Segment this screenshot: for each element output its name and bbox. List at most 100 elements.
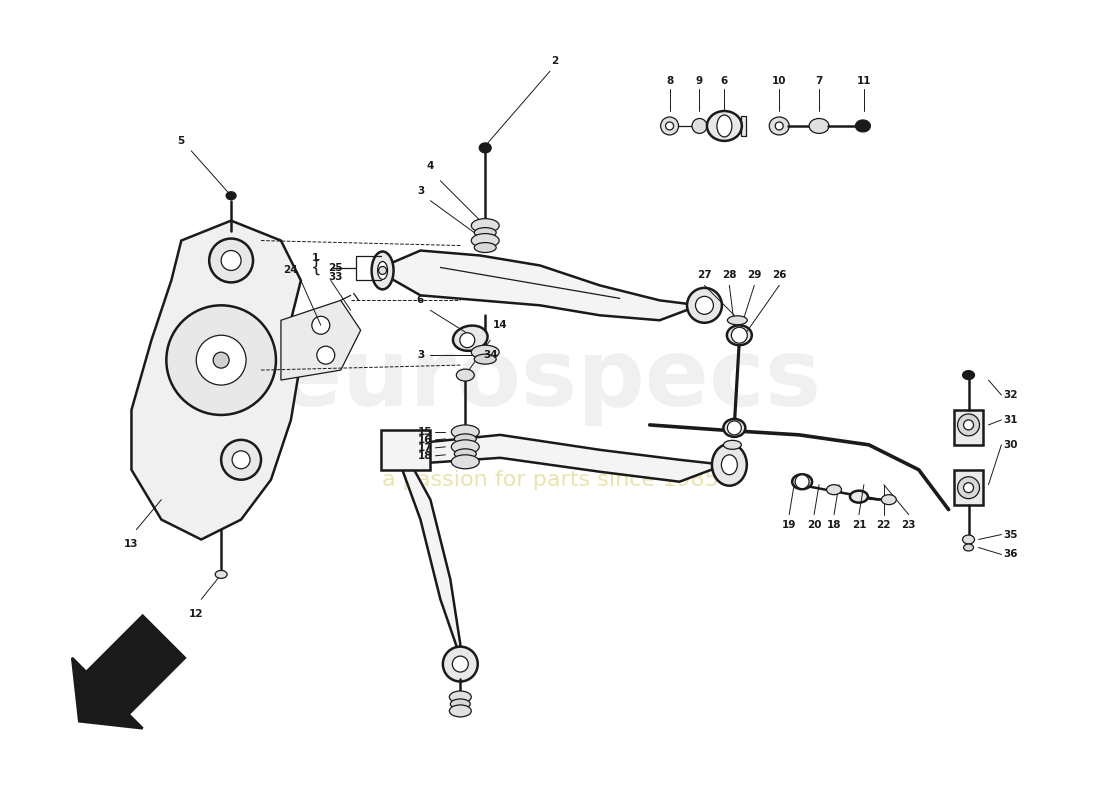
- Polygon shape: [73, 616, 185, 728]
- Text: 36: 36: [1003, 550, 1018, 559]
- Polygon shape: [381, 430, 430, 470]
- Ellipse shape: [471, 345, 499, 359]
- Ellipse shape: [450, 691, 471, 703]
- Text: 6: 6: [720, 76, 728, 86]
- Text: 1: 1: [312, 254, 319, 263]
- Ellipse shape: [964, 482, 974, 493]
- Text: 20: 20: [806, 519, 822, 530]
- Ellipse shape: [480, 143, 492, 153]
- Polygon shape: [386, 250, 700, 320]
- Circle shape: [196, 335, 246, 385]
- Text: 2: 2: [551, 56, 559, 66]
- Ellipse shape: [850, 490, 868, 502]
- Ellipse shape: [826, 485, 842, 494]
- Ellipse shape: [474, 354, 496, 364]
- Ellipse shape: [688, 288, 722, 322]
- Circle shape: [317, 346, 334, 364]
- Text: 14: 14: [493, 320, 507, 330]
- Ellipse shape: [451, 455, 480, 469]
- Ellipse shape: [474, 228, 496, 238]
- Ellipse shape: [456, 369, 474, 381]
- Text: 12: 12: [189, 610, 204, 619]
- Ellipse shape: [450, 705, 471, 717]
- Polygon shape: [954, 410, 983, 445]
- Text: 5: 5: [178, 136, 185, 146]
- Text: 11: 11: [857, 76, 871, 86]
- Ellipse shape: [722, 455, 737, 474]
- Text: 24: 24: [284, 266, 298, 275]
- Circle shape: [232, 451, 250, 469]
- Text: 8: 8: [666, 76, 673, 86]
- Ellipse shape: [810, 118, 829, 134]
- Polygon shape: [954, 470, 983, 505]
- Ellipse shape: [452, 656, 469, 672]
- Text: 7: 7: [815, 76, 823, 86]
- Text: eurospecs: eurospecs: [278, 334, 822, 426]
- Ellipse shape: [964, 420, 974, 430]
- Polygon shape: [132, 221, 301, 539]
- Circle shape: [311, 316, 330, 334]
- Text: 34: 34: [483, 350, 497, 360]
- Circle shape: [727, 421, 741, 435]
- Text: 30: 30: [1003, 440, 1018, 450]
- Circle shape: [221, 440, 261, 480]
- Ellipse shape: [454, 449, 476, 458]
- Text: 16: 16: [418, 435, 432, 445]
- Ellipse shape: [856, 120, 870, 132]
- Ellipse shape: [454, 434, 476, 444]
- Text: 31: 31: [1003, 415, 1018, 425]
- Text: 9: 9: [696, 76, 703, 86]
- Text: 17: 17: [418, 443, 432, 453]
- Text: 15: 15: [418, 427, 432, 437]
- Text: 33: 33: [329, 273, 343, 282]
- Ellipse shape: [962, 370, 975, 379]
- Ellipse shape: [666, 122, 673, 130]
- Ellipse shape: [964, 544, 974, 551]
- Ellipse shape: [451, 440, 480, 454]
- Circle shape: [221, 250, 241, 270]
- Ellipse shape: [378, 266, 386, 274]
- Ellipse shape: [372, 251, 394, 290]
- Text: 3: 3: [417, 350, 425, 360]
- Circle shape: [732, 327, 747, 343]
- Circle shape: [213, 352, 229, 368]
- Ellipse shape: [769, 117, 789, 135]
- Ellipse shape: [377, 262, 387, 279]
- Polygon shape: [400, 445, 460, 657]
- Text: 18: 18: [418, 451, 432, 461]
- Text: 10: 10: [772, 76, 786, 86]
- Text: 25: 25: [329, 263, 343, 274]
- Ellipse shape: [661, 117, 679, 135]
- Circle shape: [795, 474, 810, 489]
- Ellipse shape: [881, 494, 896, 505]
- Text: a passion for parts since 1985: a passion for parts since 1985: [382, 470, 718, 490]
- Ellipse shape: [695, 296, 714, 314]
- Text: 26: 26: [772, 270, 786, 281]
- Text: 21: 21: [851, 519, 866, 530]
- Ellipse shape: [443, 646, 477, 682]
- Ellipse shape: [471, 234, 499, 247]
- Ellipse shape: [776, 122, 783, 130]
- Text: 23: 23: [902, 519, 916, 530]
- Ellipse shape: [692, 118, 707, 134]
- Circle shape: [166, 306, 276, 415]
- Text: 4: 4: [427, 161, 434, 171]
- Ellipse shape: [707, 111, 741, 141]
- Ellipse shape: [727, 316, 747, 325]
- Ellipse shape: [474, 242, 496, 253]
- Text: 18: 18: [827, 519, 842, 530]
- Ellipse shape: [227, 192, 236, 200]
- Ellipse shape: [724, 419, 746, 437]
- Text: 27: 27: [697, 270, 712, 281]
- Ellipse shape: [471, 218, 499, 233]
- Text: 29: 29: [747, 270, 761, 281]
- Text: 3: 3: [417, 186, 425, 196]
- Text: {: {: [310, 259, 321, 277]
- Text: 13: 13: [124, 539, 139, 550]
- Polygon shape: [741, 116, 746, 136]
- Polygon shape: [400, 435, 725, 482]
- Ellipse shape: [216, 570, 227, 578]
- Ellipse shape: [962, 535, 975, 544]
- Ellipse shape: [727, 326, 751, 345]
- Text: 32: 32: [1003, 390, 1018, 400]
